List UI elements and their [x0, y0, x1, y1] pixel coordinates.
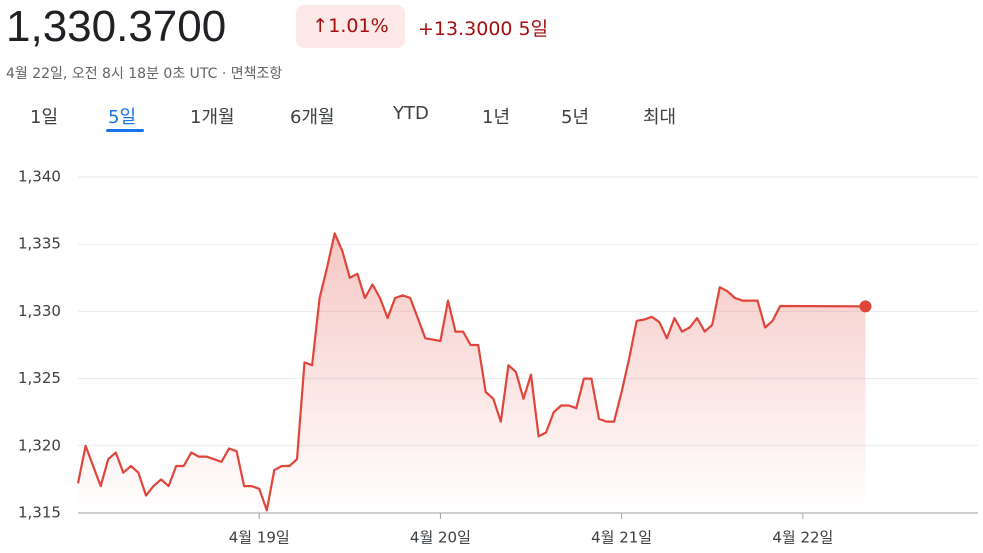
x-tick-label: 4월 19일: [229, 529, 290, 547]
period: 5일: [518, 18, 549, 40]
subtitle: 4월 22일, 오전 8시 18분 0초 UTC · 면책조항: [6, 66, 283, 82]
tab[interactable]: 5일: [108, 107, 137, 128]
tab[interactable]: 최대: [643, 107, 677, 128]
tab[interactable]: 1년: [482, 107, 511, 128]
line: [76, 232, 866, 512]
x-tick-label: 4월 22일: [772, 529, 833, 547]
y-tick-label: 1,340: [18, 168, 61, 186]
tab[interactable]: YTD: [393, 103, 429, 124]
tab-underline: [106, 129, 144, 132]
y-tick-label: 1,330: [18, 302, 61, 320]
price: 1,330.3700: [6, 2, 227, 51]
tab[interactable]: 1일: [30, 107, 59, 128]
tab[interactable]: 6개월: [290, 107, 335, 128]
area: [78, 233, 866, 513]
y-tick-label: 1,315: [18, 504, 61, 522]
tab[interactable]: 1개월: [190, 107, 235, 128]
end-point: [859, 300, 872, 313]
change-value: +13.3000: [418, 18, 513, 40]
tab[interactable]: 5년: [561, 107, 590, 128]
y-tick-label: 1,335: [18, 235, 61, 253]
y-tick-label: 1,320: [18, 436, 61, 454]
x-tick-label: 4월 21일: [591, 529, 652, 547]
y-tick-label: 1,325: [18, 369, 61, 387]
change: +13.3000 5일: [418, 14, 548, 41]
change-percent: ↑1.01%: [296, 5, 405, 48]
x-tick-label: 4월 20일: [410, 529, 471, 547]
